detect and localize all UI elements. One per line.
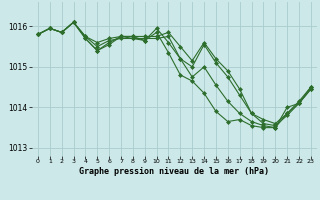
X-axis label: Graphe pression niveau de la mer (hPa): Graphe pression niveau de la mer (hPa): [79, 167, 269, 176]
